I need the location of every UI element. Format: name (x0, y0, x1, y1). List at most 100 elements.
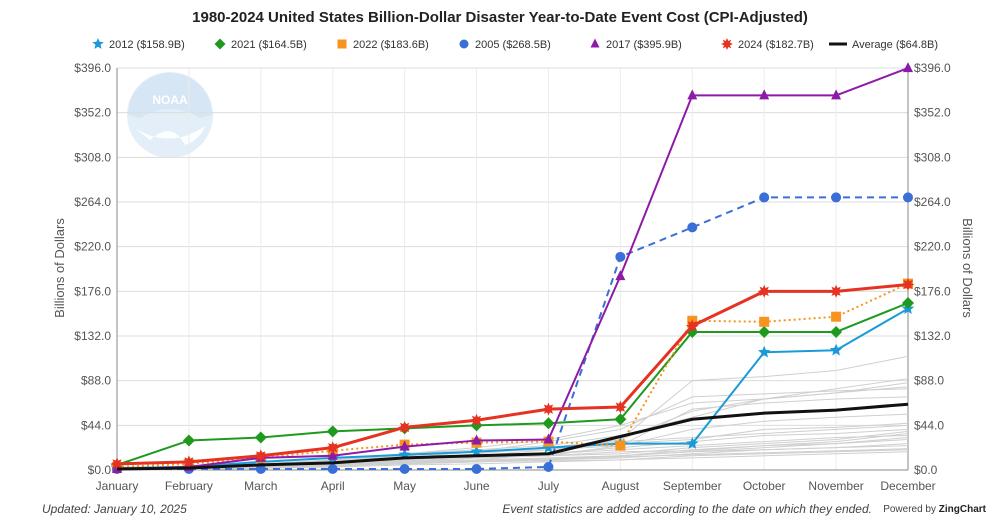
legend-item[interactable]: 2024 ($182.7B) (721, 38, 814, 51)
x-tick-label: November (808, 479, 863, 493)
legend-label: 2005 ($268.5B) (475, 39, 551, 51)
data-point (459, 39, 469, 49)
series-average (116, 402, 909, 471)
data-point (687, 89, 698, 100)
powered-by-brand: ZingChart (938, 504, 986, 515)
data-point (759, 316, 770, 327)
data-point (757, 284, 771, 298)
data-point (327, 463, 338, 474)
y-tick-label-right: $352.0 (914, 106, 951, 120)
legend-item[interactable]: 2012 ($158.9B) (92, 38, 185, 51)
data-point (759, 192, 770, 203)
x-tick-label: April (321, 479, 345, 493)
data-point (110, 457, 124, 471)
series-line (117, 196, 908, 470)
series-2022 (112, 278, 913, 472)
y-tick-label-left: $132.0 (74, 329, 111, 343)
data-point (831, 311, 842, 322)
legend-item[interactable]: 2017 ($395.9B) (590, 38, 682, 52)
data-point (758, 345, 771, 358)
data-point (685, 319, 699, 333)
x-tick-label: January (96, 479, 139, 493)
y-axis-right: $0.0 $44.0 $88.0 $132.0 $176.0 $220.0 $264.0 $3… (914, 61, 951, 477)
x-tick-label: September (663, 479, 722, 493)
legend-label: 2012 ($158.9B) (109, 39, 185, 51)
data-point (214, 38, 226, 50)
background-year-line (116, 430, 909, 471)
series-line (116, 282, 909, 468)
data-point (902, 297, 914, 310)
data-point (327, 449, 338, 460)
x-tick-label: July (538, 479, 559, 493)
updated-date: Updated: January 10, 2025 (42, 502, 187, 516)
data-point (829, 343, 843, 356)
y-tick-label-right: $396.0 (914, 61, 951, 75)
y-tick-label-right: $44.0 (914, 418, 944, 432)
y-tick-label-right: $308.0 (914, 150, 951, 164)
grid (116, 67, 909, 471)
data-point (182, 455, 196, 469)
legend-item[interactable]: 2022 ($183.6B) (337, 39, 429, 51)
data-point (326, 441, 340, 455)
y-tick-label-left: $396.0 (74, 61, 111, 75)
y-tick-label-left: $176.0 (74, 284, 111, 298)
y-axis-title-left: Billions of Dollars (52, 218, 67, 318)
data-point (901, 278, 915, 291)
y-tick-label-right: $88.0 (914, 374, 944, 388)
data-point (326, 425, 339, 438)
data-point (254, 431, 267, 444)
data-point (758, 325, 771, 338)
series (110, 62, 915, 474)
series-2024 (110, 278, 915, 471)
data-point (471, 434, 482, 445)
y-tick-label-left: $308.0 (74, 150, 111, 164)
data-point (399, 440, 410, 451)
legend-label: Average ($64.8B) (852, 39, 938, 51)
legend[interactable]: 2012 ($158.9B) 2021 ($164.5B) 2022 ($183.6… (92, 38, 938, 51)
x-tick-label: December (880, 479, 935, 493)
data-point (543, 461, 554, 472)
x-tick-label: October (743, 479, 786, 493)
legend-label: 2017 ($395.9B) (606, 39, 682, 51)
x-axis: January February March April May June July Augu… (96, 479, 936, 493)
y-tick-label-right: $264.0 (914, 195, 951, 209)
data-point (614, 413, 627, 426)
data-point (615, 251, 626, 262)
data-point (543, 433, 554, 444)
series-line (116, 67, 909, 470)
y-tick-label-left: $44.0 (81, 418, 111, 432)
legend-label: 2022 ($183.6B) (353, 39, 429, 51)
powered-by[interactable]: Powered by ZingChart (883, 504, 986, 515)
x-tick-label: June (464, 479, 490, 493)
data-point (399, 463, 410, 474)
data-point (829, 284, 843, 298)
powered-by-prefix: Powered by (883, 504, 936, 515)
data-point (615, 440, 626, 451)
data-point (92, 38, 104, 49)
y-tick-label-right: $0.0 (914, 463, 938, 477)
x-tick-label: March (244, 479, 277, 493)
y-tick-label-right: $176.0 (914, 284, 951, 298)
data-point (590, 38, 600, 48)
series-line (116, 302, 909, 466)
legend-item[interactable]: Average ($64.8B) (829, 39, 938, 51)
footer-note: Event statistics are added according to … (502, 502, 872, 516)
data-point (903, 62, 913, 73)
data-point (398, 420, 412, 434)
data-point (542, 441, 555, 453)
y-axis-title-right: Billions of Dollars (960, 218, 975, 318)
y-tick-label-left: $88.0 (81, 374, 111, 388)
data-point (182, 434, 195, 447)
data-point (542, 417, 555, 430)
series-line (116, 402, 909, 471)
series-line (116, 307, 909, 469)
noaa-logo-text: NOAA (152, 93, 188, 107)
legend-item[interactable]: 2021 ($164.5B) (214, 38, 307, 52)
y-tick-label-left: $352.0 (74, 106, 111, 120)
background-year-line (116, 451, 909, 471)
data-point (613, 400, 627, 414)
legend-item[interactable]: 2005 ($268.5B) (459, 39, 551, 51)
data-point (903, 192, 913, 203)
y-tick-label-right: $220.0 (914, 240, 951, 254)
